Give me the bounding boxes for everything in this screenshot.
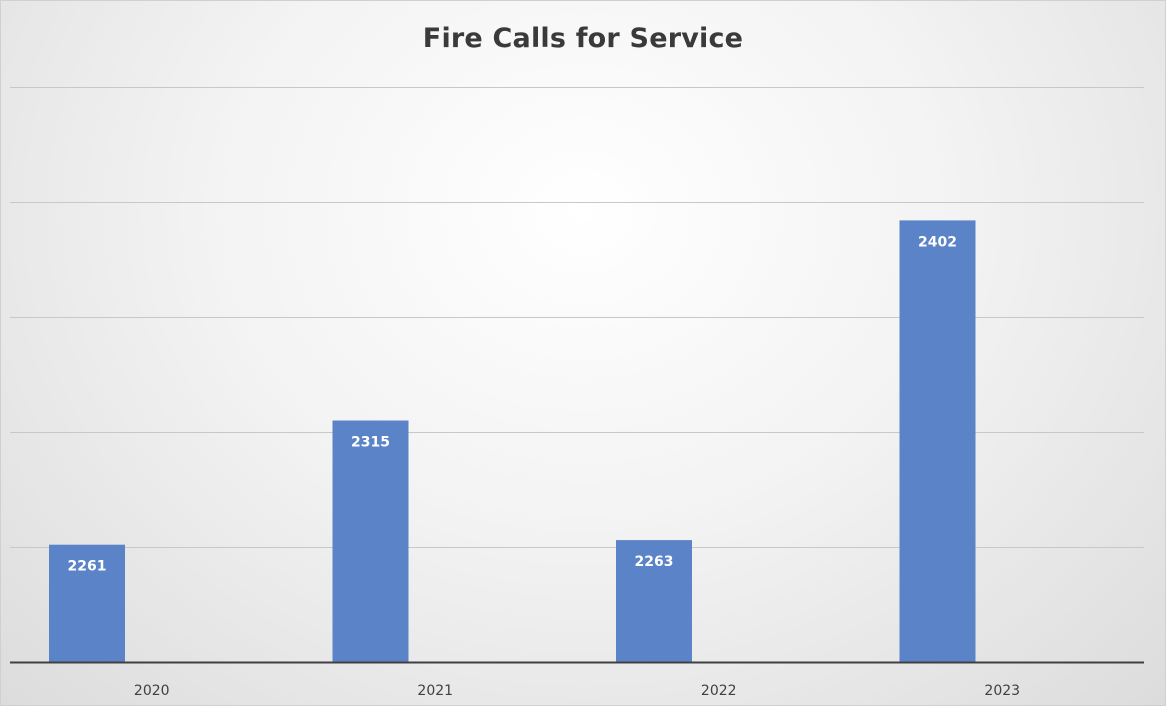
chart-title: Fire Calls for Service xyxy=(422,23,744,54)
bar-2021 xyxy=(332,420,409,662)
data-label-2021: 2315 xyxy=(351,435,390,451)
data-label-2020: 2261 xyxy=(68,559,107,575)
bar-2020 xyxy=(49,544,125,662)
bar-2023 xyxy=(899,220,976,662)
data-label-2023: 2402 xyxy=(918,234,957,250)
x-tick-label-2023: 2023 xyxy=(984,683,1020,699)
data-label-2022: 2263 xyxy=(635,554,674,570)
bar-2022 xyxy=(616,540,692,662)
x-tick-label-2020: 2020 xyxy=(134,683,170,699)
x-tick-label-2022: 2022 xyxy=(701,683,737,699)
x-tick-label-2021: 2021 xyxy=(417,683,453,699)
